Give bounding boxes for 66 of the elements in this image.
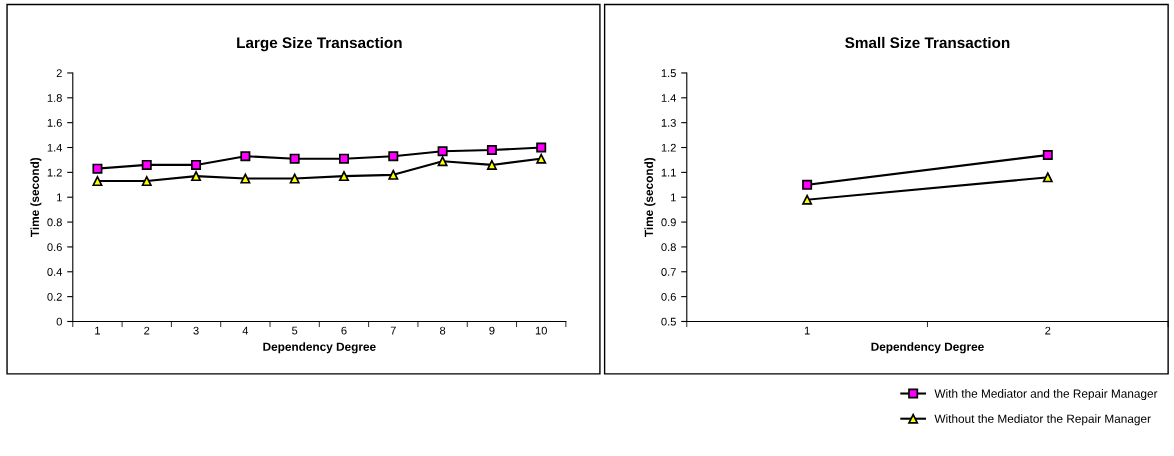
x-tick-label: 1 <box>95 326 100 335</box>
y-tick-label: 1.6 <box>47 118 62 127</box>
point <box>338 153 349 164</box>
point <box>141 159 152 170</box>
point <box>388 169 399 180</box>
x-axis-title: Dependency Degree <box>871 342 984 354</box>
x-tick-label: 10 <box>535 326 547 335</box>
y-tick-label: 0.7 <box>661 268 676 276</box>
y-tick-label: 0.2 <box>47 292 62 301</box>
legend-label: With the Mediator and the Repair Manager <box>934 389 1158 401</box>
point <box>289 153 300 164</box>
x-tick-label: 7 <box>390 326 396 335</box>
x-tick-label: 5 <box>292 326 298 335</box>
point <box>802 179 813 190</box>
y-tick-label: 1.3 <box>661 118 676 127</box>
y-tick-label: 1.8 <box>47 94 62 102</box>
y-tick-label: 1 <box>671 193 676 202</box>
y-tick-label: 1.2 <box>47 168 62 177</box>
point <box>289 173 300 184</box>
point <box>1042 172 1053 183</box>
point <box>486 159 497 170</box>
y-tick-label: 0.4 <box>47 268 63 276</box>
y-axis-title: Time (second) <box>30 157 42 237</box>
y-tick-label: 1.1 <box>661 168 676 177</box>
point <box>191 171 202 182</box>
point <box>240 173 251 184</box>
point <box>437 146 448 157</box>
x-tick-label: 6 <box>341 326 347 335</box>
legend-label: Without the Mediator the Repair Manager <box>934 414 1151 426</box>
y-tick-label: 2 <box>56 69 62 77</box>
y-tick-label: 1.4 <box>47 143 63 152</box>
point <box>536 153 547 164</box>
x-tick-label: 2 <box>144 326 150 335</box>
point <box>338 171 349 182</box>
y-axis-title: Time (second) <box>644 157 656 237</box>
x-tick-label: 1 <box>804 326 810 335</box>
y-tick-label: 1.5 <box>661 69 676 78</box>
point <box>536 142 547 153</box>
point <box>486 144 497 156</box>
x-tick-label: 4 <box>242 326 249 335</box>
y-tick-label: 0 <box>56 317 62 326</box>
y-tick-label: 0.6 <box>661 292 676 301</box>
point <box>92 163 103 174</box>
point <box>92 176 103 187</box>
y-tick-label: 0.8 <box>661 243 676 252</box>
y-tick-label: 0.8 <box>47 218 62 227</box>
point <box>802 194 813 205</box>
point <box>240 151 251 162</box>
y-tick-label: 0.6 <box>47 243 62 252</box>
point <box>437 156 448 167</box>
x-tick-label: 8 <box>439 326 446 335</box>
y-tick-label: 1.2 <box>661 143 676 152</box>
x-axis-title: Dependency Degree <box>263 342 376 354</box>
point <box>191 159 202 170</box>
chart-title: Small Size Transaction <box>845 36 1010 49</box>
y-tick-label: 0.9 <box>661 218 676 227</box>
point <box>388 151 399 162</box>
x-tick-label: 2 <box>1045 326 1051 335</box>
chart-title: Large Size Transaction <box>237 36 402 52</box>
point <box>1042 149 1053 160</box>
y-tick-label: 1 <box>57 193 62 202</box>
point <box>141 176 152 187</box>
x-tick-label: 9 <box>489 326 495 335</box>
y-tick-label: 1.4 <box>661 94 677 102</box>
y-tick-label: 0.5 <box>661 317 676 326</box>
x-tick-label: 3 <box>193 326 199 335</box>
